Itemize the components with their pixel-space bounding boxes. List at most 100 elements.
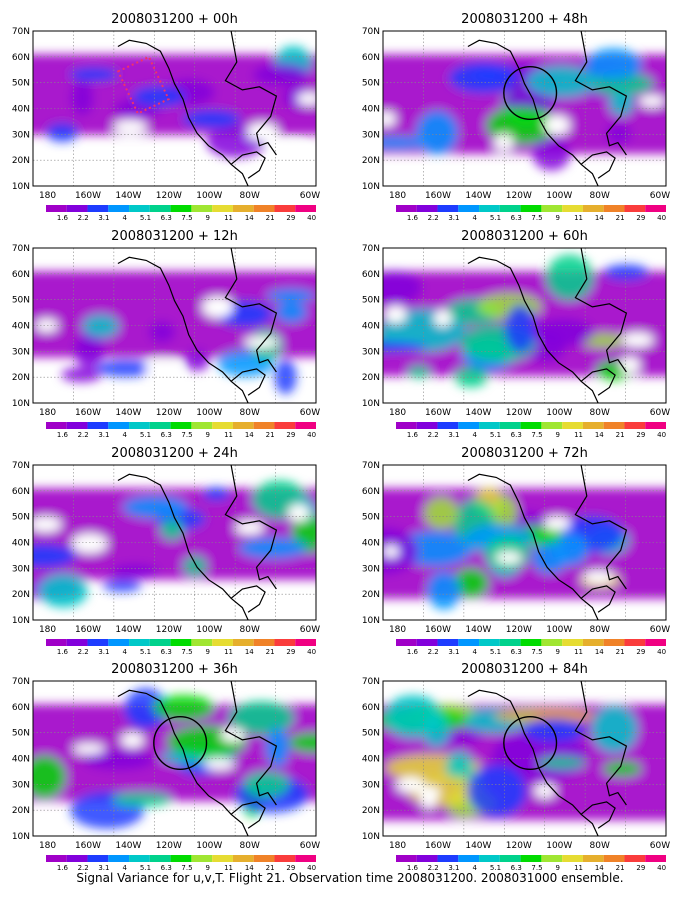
colorbar-swatch <box>541 205 563 212</box>
colorbar-swatch <box>87 205 109 212</box>
colorbar-swatch <box>499 639 521 646</box>
colorbar-swatch <box>520 639 542 646</box>
colorbar-swatch <box>191 205 213 212</box>
colorbar-label: 9 <box>556 431 560 439</box>
colorbar-label: 11 <box>574 864 583 870</box>
colorbar-swatch <box>624 855 646 862</box>
y-tick-label: 50N <box>362 296 380 306</box>
y-tick-label: 30N <box>362 564 380 574</box>
colorbar-label: 21 <box>266 431 275 439</box>
colorbar-swatch <box>129 422 150 429</box>
colorbar-label: 3.1 <box>98 648 109 656</box>
x-tick-label: 120W <box>156 408 182 418</box>
colorbar-label: 21 <box>616 214 625 222</box>
colorbar-label: 7.5 <box>531 431 542 439</box>
y-tick-label: 40N <box>362 755 380 765</box>
colorbar-swatch <box>253 205 275 212</box>
colorbar-label: 3.1 <box>448 214 459 222</box>
colorbar-swatch <box>87 422 109 429</box>
colorbar-label: 29 <box>636 864 645 870</box>
x-tick-label: 120W <box>156 191 182 201</box>
colorbar-label: 21 <box>616 648 625 656</box>
x-tick-label: 100W <box>196 191 222 201</box>
y-tick-label: 30N <box>362 780 380 790</box>
colorbar-swatch <box>170 422 192 429</box>
y-tick-label: 10N <box>362 399 380 409</box>
y-tick-label: 10N <box>12 399 30 409</box>
x-tick-label: 120W <box>506 408 532 418</box>
colorbar-label: 2.2 <box>428 214 439 222</box>
panel-frame <box>32 680 317 837</box>
grid <box>383 248 666 403</box>
x-tick-label: 80W <box>240 191 260 201</box>
panel-title: 2008031200 + 36h <box>111 662 238 677</box>
variance-field <box>33 681 316 836</box>
panel-title: 2008031200 + 84h <box>461 662 588 677</box>
colorbar-swatch <box>479 639 500 646</box>
y-tick-label: 20N <box>362 806 380 816</box>
colorbar-swatch <box>645 639 666 646</box>
coastline <box>117 31 278 186</box>
colorbar: 1.6 2.2 3.1 4 5.1 6.3 7.5 9 11 14 21 29 40 <box>46 639 316 656</box>
y-tick-label: 60N <box>362 53 380 63</box>
colorbar-swatch <box>499 855 521 862</box>
y-tick-label: 70N <box>362 27 380 37</box>
x-tick-label: 60W <box>300 841 320 851</box>
colorbar-label: 6.3 <box>511 864 522 870</box>
y-tick-label: 60N <box>362 703 380 713</box>
y-tick-label: 30N <box>12 347 30 357</box>
map-panel: 2008031200 + 60h 10N 20N 30N 40N 50N 60N 70N 180… <box>362 229 670 439</box>
x-tick-label: 120W <box>156 625 182 635</box>
figure-caption: Signal Variance for u,v,T. Flight 21. Ob… <box>76 871 624 885</box>
colorbar-label: 11 <box>224 431 233 439</box>
colorbar-swatch <box>624 205 646 212</box>
colorbar-label: 5.1 <box>140 214 151 222</box>
variance-field <box>383 248 666 403</box>
colorbar-swatch <box>149 855 171 862</box>
x-tick-label: 140W <box>465 191 491 201</box>
colorbar-label: 7.5 <box>181 431 192 439</box>
y-tick-label: 10N <box>362 616 380 626</box>
colorbar-swatch <box>458 855 480 862</box>
y-tick-label: 60N <box>362 487 380 497</box>
colorbar-label: 9 <box>206 864 210 870</box>
x-tick-label: 120W <box>506 841 532 851</box>
colorbar-label: 1.6 <box>407 648 419 656</box>
y-tick-label: 50N <box>12 79 30 89</box>
colorbar-swatch <box>295 639 316 646</box>
colorbar-swatch <box>479 205 500 212</box>
colorbar-swatch <box>87 639 109 646</box>
colorbar-label: 3.1 <box>98 214 109 222</box>
colorbar-swatch <box>108 639 130 646</box>
x-tick-label: 180 <box>389 408 406 418</box>
colorbar-label: 7.5 <box>531 864 542 870</box>
colorbar-swatch <box>437 422 459 429</box>
map-panel: 2008031200 + 48h 10N 20N 30N 40N 50N 60N 70N 180… <box>362 12 670 222</box>
colorbar-label: 11 <box>574 648 583 656</box>
colorbar-swatch <box>520 422 542 429</box>
y-tick-label: 50N <box>362 513 380 523</box>
y-tick-label: 20N <box>362 590 380 600</box>
colorbar-label: 40 <box>307 864 316 870</box>
colorbar-label: 5.1 <box>140 648 151 656</box>
colorbar-swatch <box>416 855 438 862</box>
colorbar-label: 1.6 <box>407 864 419 870</box>
map-panel: 2008031200 + 00h 10N 20N 30N 40N 50N 60N 70N 180… <box>12 12 320 222</box>
colorbar-swatch <box>46 422 67 429</box>
y-tick-label: 60N <box>12 703 30 713</box>
colorbar-swatch <box>253 639 275 646</box>
y-tick-label: 10N <box>12 182 30 192</box>
colorbar-label: 11 <box>224 864 233 870</box>
y-tick-label: 30N <box>12 130 30 140</box>
colorbar-swatch <box>170 855 192 862</box>
coastline <box>467 31 628 186</box>
x-tick-label: 120W <box>506 191 532 201</box>
colorbar-label: 6.3 <box>511 214 522 222</box>
coastline <box>117 465 278 620</box>
x-tick-label: 140W <box>115 408 141 418</box>
colorbar-swatch <box>562 639 583 646</box>
x-tick-label: 100W <box>546 841 572 851</box>
coastline <box>467 681 628 836</box>
colorbar: 1.6 2.2 3.1 4 5.1 6.3 7.5 9 11 14 21 29 40 <box>396 422 666 439</box>
colorbar-swatch <box>541 422 563 429</box>
